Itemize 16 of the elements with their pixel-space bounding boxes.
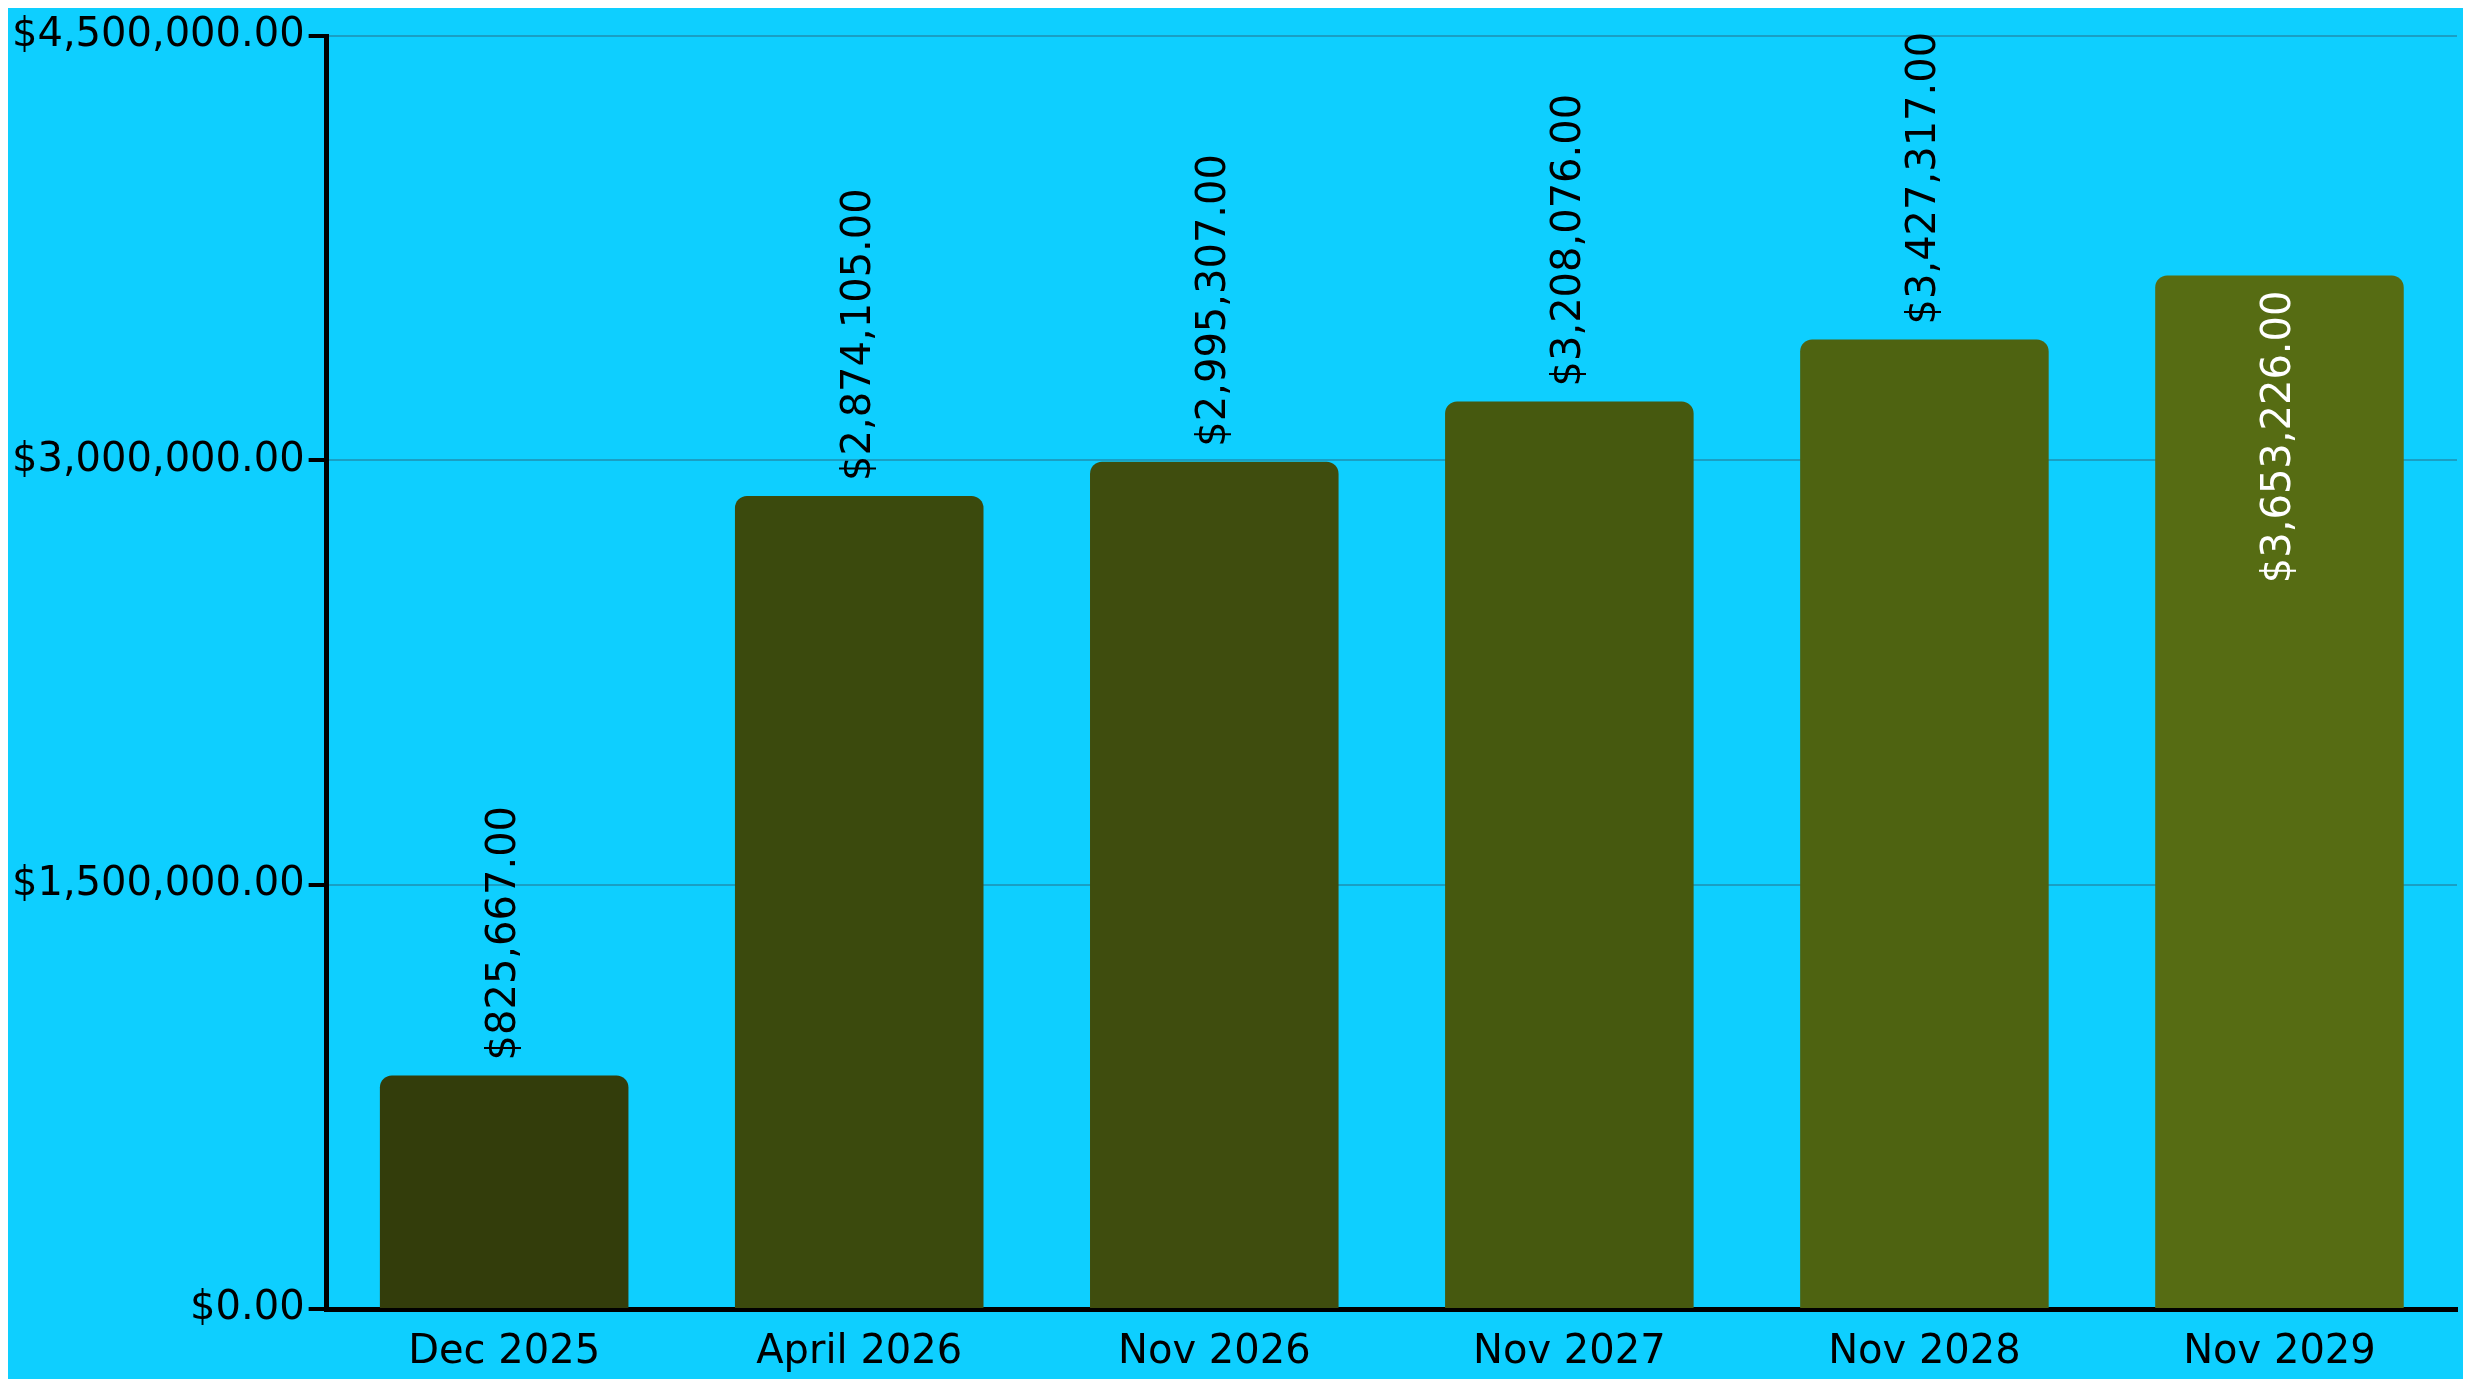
data-label: $3,653,226.00	[2252, 290, 2299, 584]
x-tick-label: Nov 2028	[1828, 1326, 2021, 1373]
y-tick-label: $4,500,000.00	[12, 9, 305, 56]
data-label: $3,208,076.00	[1542, 93, 1589, 387]
data-label: $825,667.00	[477, 805, 524, 1061]
x-tick-label: April 2026	[756, 1326, 963, 1373]
data-label: $2,995,307.00	[1187, 154, 1234, 447]
y-tick-label: $0.00	[190, 1282, 305, 1329]
data-label: $2,874,105.00	[832, 188, 879, 481]
data-label: $3,427,317.00	[1897, 31, 1944, 325]
y-tick-label: $3,000,000.00	[12, 433, 305, 480]
x-tick-label: Nov 2029	[2183, 1326, 2376, 1373]
x-tick-label: Dec 2025	[408, 1326, 601, 1373]
x-tick-label: Nov 2027	[1473, 1326, 1666, 1373]
x-tick-label: Nov 2026	[1118, 1326, 1311, 1373]
y-tick-label: $1,500,000.00	[12, 858, 305, 905]
